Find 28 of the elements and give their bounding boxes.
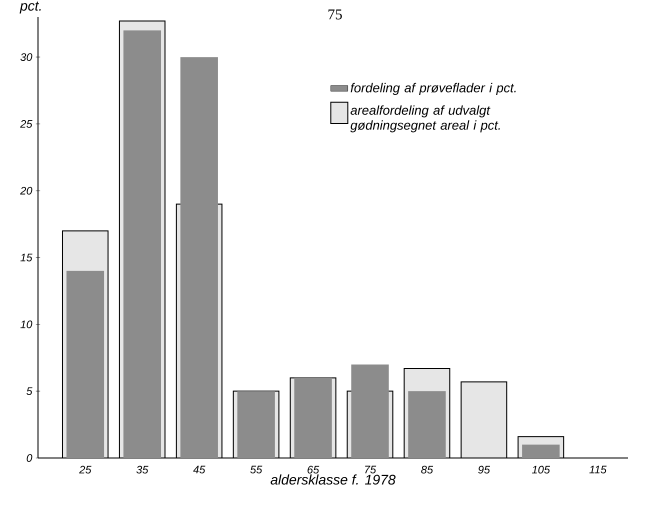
- x-tick-label: 105: [532, 466, 550, 474]
- x-tick-label: 65: [308, 466, 320, 474]
- legend-label: fordeling af prøveflader i pct.: [350, 82, 516, 95]
- y-tick-label: 15: [20, 254, 32, 262]
- x-tick-label: 95: [478, 466, 490, 474]
- y-tick-label: 30: [20, 53, 32, 61]
- bar: [461, 382, 507, 458]
- y-axis-title: pct.: [20, 2, 41, 14]
- x-axis-title: aldersklasse f. 1978: [270, 474, 396, 485]
- bar: [123, 30, 162, 458]
- y-tick-label: 0: [26, 454, 32, 462]
- legend-label: arealfordeling af udvalgt gødningsegnet areal i pct.: [350, 105, 500, 132]
- x-tick-label: 75: [365, 466, 376, 474]
- x-tick-label: 25: [79, 466, 92, 474]
- x-tick-label: 55: [250, 466, 262, 474]
- bar: [66, 270, 104, 458]
- x-tick-label: 85: [421, 466, 434, 474]
- y-tick-label: 20: [20, 186, 32, 195]
- y-tick-label: 5: [26, 387, 32, 396]
- x-tick-label: 115: [589, 466, 607, 474]
- bar: [408, 391, 446, 458]
- annotation: 75: [328, 10, 342, 20]
- y-tick-label: 25: [20, 120, 32, 128]
- bar: [180, 57, 218, 458]
- y-tick-label: 10: [20, 320, 32, 328]
- x-tick-label: 35: [136, 466, 148, 474]
- bar: [522, 444, 560, 458]
- x-tick-label: 45: [193, 466, 206, 474]
